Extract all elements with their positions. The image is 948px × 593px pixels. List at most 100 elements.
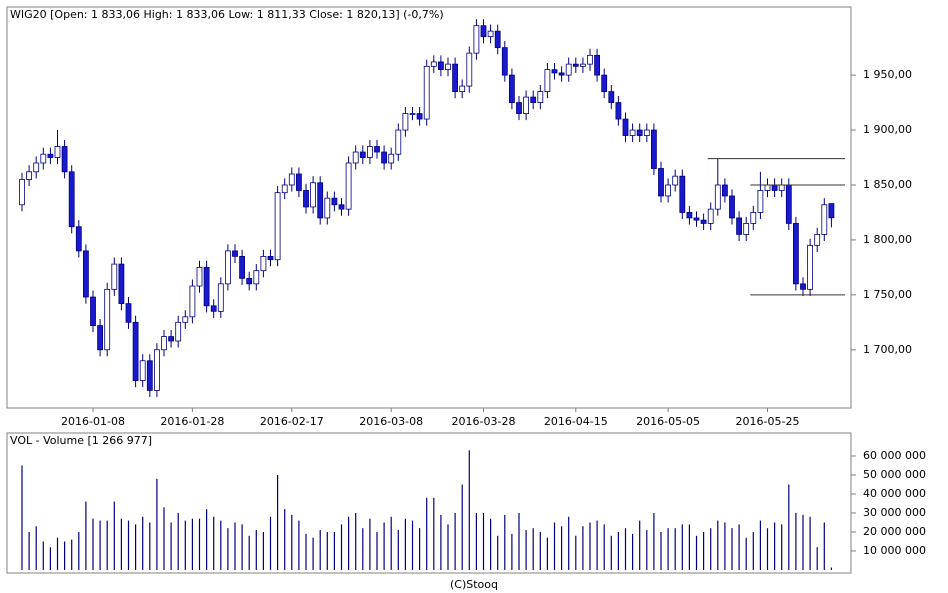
x-tick-label: 2016-03-08 [359,415,423,428]
candle-body [679,175,686,213]
candle-body [423,65,430,120]
candle-body [139,360,146,381]
candle-body [352,151,359,164]
x-tick-label: 2016-05-25 [736,415,800,428]
candle-body [402,113,409,131]
candle-body [551,69,558,74]
candle-body [381,151,388,164]
candle-body [68,171,75,228]
y-tick-label: 30 000 000 [863,506,926,519]
candle-body [778,184,785,191]
candle-body [771,184,778,191]
candle-body [331,197,338,206]
candle-body [26,171,33,180]
y-tick-label: 1 800,00 [863,233,912,246]
candle-body [104,288,111,351]
candle-body [558,72,565,76]
candle-body [196,266,203,287]
candle-body [572,63,579,67]
x-tick-label: 2016-05-05 [636,415,700,428]
x-tick-label: 2016-03-28 [452,415,516,428]
volume-title: VOL - Volume [1 266 977] [10,434,152,447]
candle-body [47,153,54,158]
candle-body [580,63,586,67]
candle-body [61,146,68,173]
candle-body [260,255,267,272]
y-tick-label: 1 750,00 [863,288,912,301]
candle-body [537,91,544,103]
y-tick-label: 50 000 000 [863,468,926,481]
candle-body [615,102,622,120]
candle-body [374,146,380,153]
y-tick-label: 1 900,00 [863,123,912,136]
x-tick-label: 2016-01-28 [160,415,224,428]
candle-body [452,63,459,92]
candle-body [232,250,238,257]
candle-body [40,153,47,164]
x-tick-label: 2016-02-17 [260,415,324,428]
candle-body [807,245,813,290]
candle-body [274,192,281,261]
candle-body [700,219,707,224]
candle-body [437,61,444,71]
candle-body [430,61,437,67]
y-tick-label: 1 700,00 [863,343,912,356]
candle-body [651,129,657,169]
candle-body [736,217,742,235]
candle-body [793,223,799,285]
candle-body [508,74,515,103]
candle-body [587,54,593,65]
candle-body [189,285,196,318]
candle-body [54,146,61,158]
candle-body [501,47,508,76]
candle-body [182,316,189,323]
candle-body [622,118,629,136]
candle-body [601,74,608,92]
candle-body [395,129,402,155]
candle-body [303,190,309,208]
candle-body [239,255,246,279]
candle-body [714,184,721,210]
candle-body [466,52,473,87]
candle-body [672,175,679,186]
candle-body [665,184,671,197]
candle-body [814,234,821,246]
candle-body [295,173,302,191]
candle-body [629,129,636,136]
candle-body [168,336,175,342]
candle-body [175,321,182,342]
y-tick-label: 40 000 000 [863,487,926,500]
candle-body [445,63,451,71]
footer: (C)Stooq [450,578,498,591]
candle-body [828,203,835,219]
candle-body [487,30,494,38]
candle-body [210,305,217,312]
candle-body [416,113,423,120]
candle-body [643,129,650,136]
candle-body [125,303,132,323]
candle-body [310,182,317,208]
candle-body [345,162,352,210]
candle-body [750,212,757,224]
candle-body [75,226,82,252]
candle-body [544,69,551,92]
candle-body [658,168,664,197]
candle-body [246,277,253,285]
candle-body [636,129,643,136]
x-tick-label: 2016-01-08 [61,415,125,428]
candle-body [97,325,103,351]
candle-body [459,85,466,92]
candle-body [494,30,501,49]
candle-body [530,96,537,103]
candle-body [480,25,487,38]
candle-body [388,153,395,164]
candle-body [153,349,160,391]
candle-body [203,266,210,307]
candle-body [288,173,295,186]
candle-body [743,223,750,235]
candle-body [161,336,167,351]
candle-body [707,208,714,224]
y-tick-label: 20 000 000 [863,525,926,538]
candle-body [317,182,324,219]
